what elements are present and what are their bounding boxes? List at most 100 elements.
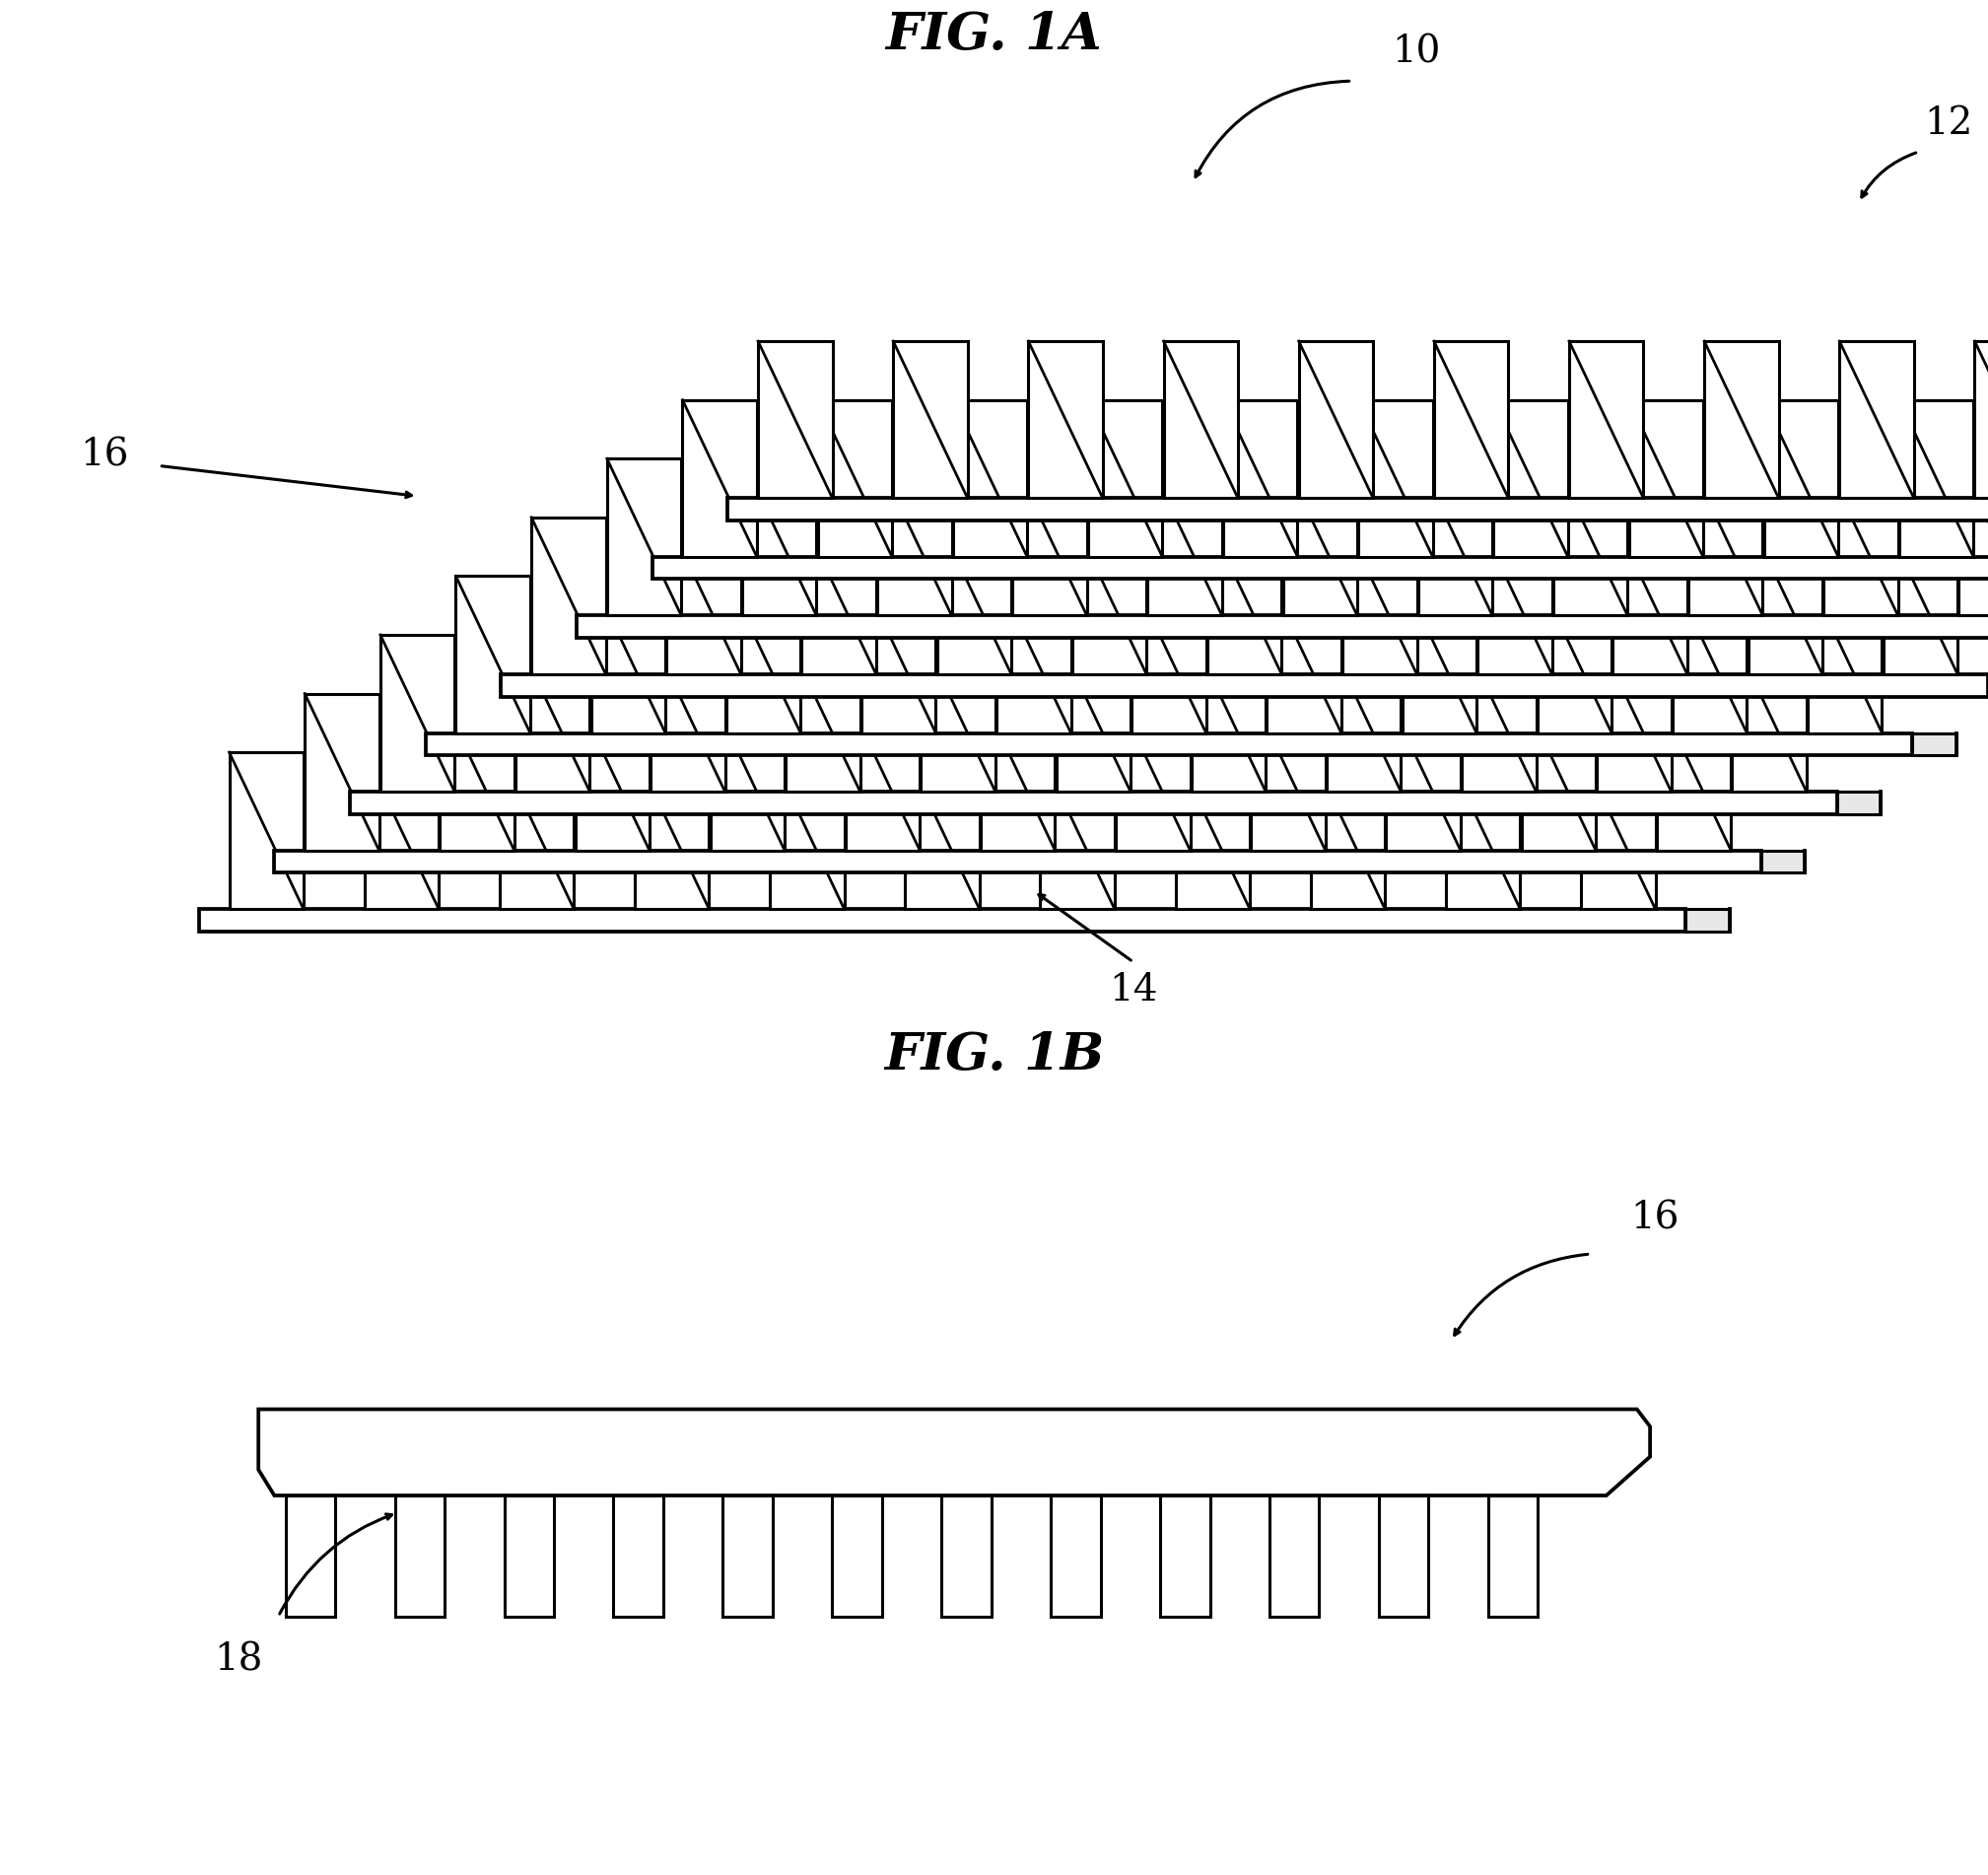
Polygon shape: [1012, 459, 1087, 615]
Polygon shape: [817, 399, 893, 557]
Text: 12: 12: [1924, 105, 1972, 142]
Polygon shape: [1115, 694, 1191, 851]
Polygon shape: [606, 459, 682, 615]
Polygon shape: [425, 733, 1912, 756]
Polygon shape: [1612, 518, 1688, 675]
Polygon shape: [1672, 576, 1747, 733]
Polygon shape: [652, 557, 1988, 579]
Polygon shape: [980, 694, 1056, 851]
Polygon shape: [1899, 399, 1974, 557]
Polygon shape: [1270, 1496, 1320, 1616]
Polygon shape: [1686, 909, 1730, 932]
Polygon shape: [1596, 636, 1672, 791]
Polygon shape: [304, 694, 380, 851]
Polygon shape: [1161, 1496, 1211, 1616]
Text: 10: 10: [1392, 34, 1439, 71]
Polygon shape: [1040, 752, 1115, 909]
Polygon shape: [1553, 459, 1628, 615]
Polygon shape: [1837, 791, 1881, 814]
Polygon shape: [455, 576, 531, 733]
Polygon shape: [1569, 341, 1644, 499]
Polygon shape: [1493, 399, 1569, 557]
Polygon shape: [634, 752, 710, 909]
Polygon shape: [515, 636, 590, 791]
Polygon shape: [614, 1496, 664, 1616]
Polygon shape: [396, 1496, 445, 1616]
Polygon shape: [801, 518, 877, 675]
Polygon shape: [274, 851, 1761, 872]
Polygon shape: [666, 518, 742, 675]
Polygon shape: [501, 675, 1988, 698]
Polygon shape: [1477, 518, 1553, 675]
Polygon shape: [1380, 1496, 1429, 1616]
Polygon shape: [1656, 694, 1732, 851]
Polygon shape: [1147, 459, 1223, 615]
Polygon shape: [505, 1496, 555, 1616]
Polygon shape: [1823, 459, 1899, 615]
Polygon shape: [1175, 752, 1250, 909]
Polygon shape: [785, 636, 861, 791]
Polygon shape: [845, 694, 920, 851]
Polygon shape: [1912, 733, 1956, 756]
Polygon shape: [893, 341, 968, 499]
Polygon shape: [1386, 694, 1461, 851]
Polygon shape: [1131, 576, 1207, 733]
Polygon shape: [1402, 576, 1477, 733]
Polygon shape: [1521, 694, 1596, 851]
Polygon shape: [1358, 399, 1433, 557]
Polygon shape: [1839, 341, 1914, 499]
Polygon shape: [1461, 636, 1537, 791]
Polygon shape: [710, 694, 785, 851]
Polygon shape: [1763, 399, 1839, 557]
Polygon shape: [1958, 459, 1988, 615]
Polygon shape: [1761, 851, 1805, 872]
Polygon shape: [1704, 341, 1779, 499]
Polygon shape: [1282, 459, 1358, 615]
Polygon shape: [726, 576, 801, 733]
Polygon shape: [996, 576, 1072, 733]
Polygon shape: [439, 694, 515, 851]
Polygon shape: [1298, 341, 1374, 499]
Polygon shape: [769, 752, 845, 909]
Polygon shape: [1266, 576, 1342, 733]
Polygon shape: [757, 341, 833, 499]
Polygon shape: [1537, 576, 1612, 733]
Text: 16: 16: [82, 437, 129, 474]
Polygon shape: [1580, 752, 1656, 909]
Polygon shape: [728, 499, 1988, 521]
Polygon shape: [742, 459, 817, 615]
Polygon shape: [952, 399, 1028, 557]
Polygon shape: [1747, 518, 1823, 675]
Polygon shape: [1433, 341, 1509, 499]
Polygon shape: [1628, 399, 1704, 557]
Polygon shape: [199, 909, 1686, 932]
Polygon shape: [258, 1410, 1650, 1496]
Polygon shape: [1250, 694, 1326, 851]
Polygon shape: [590, 576, 666, 733]
Polygon shape: [1052, 1496, 1101, 1616]
Polygon shape: [1342, 518, 1417, 675]
Polygon shape: [350, 791, 1837, 814]
Polygon shape: [1974, 341, 1988, 499]
Polygon shape: [364, 752, 439, 909]
Polygon shape: [650, 636, 726, 791]
Polygon shape: [1807, 576, 1883, 733]
Text: 18: 18: [215, 1642, 262, 1678]
Text: FIG. 1B: FIG. 1B: [885, 1029, 1103, 1080]
Polygon shape: [682, 399, 757, 557]
Polygon shape: [1445, 752, 1521, 909]
Polygon shape: [575, 694, 650, 851]
Polygon shape: [861, 576, 936, 733]
Polygon shape: [1163, 341, 1239, 499]
Polygon shape: [833, 1496, 883, 1616]
Polygon shape: [877, 459, 952, 615]
Text: 14: 14: [1109, 971, 1157, 1009]
Polygon shape: [286, 1496, 336, 1616]
Polygon shape: [1191, 636, 1266, 791]
Polygon shape: [724, 1496, 773, 1616]
Polygon shape: [1087, 399, 1163, 557]
Polygon shape: [1310, 752, 1386, 909]
Polygon shape: [1883, 518, 1958, 675]
Polygon shape: [1326, 636, 1402, 791]
Text: 16: 16: [1630, 1200, 1678, 1238]
